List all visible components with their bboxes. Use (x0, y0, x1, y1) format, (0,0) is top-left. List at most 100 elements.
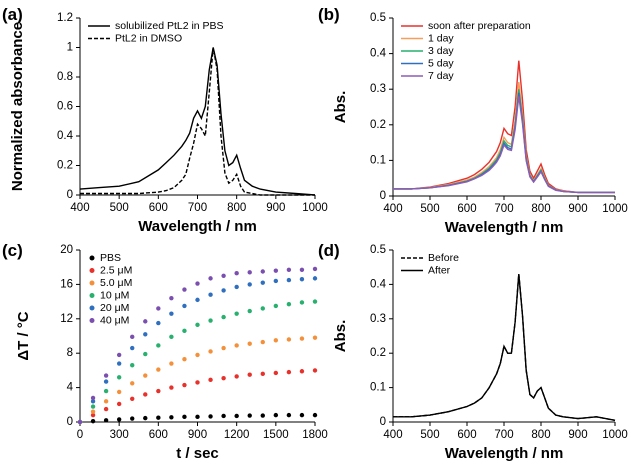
data-point (234, 271, 239, 276)
data-point (273, 278, 279, 284)
y-tick-label: 0.6 (57, 101, 73, 113)
data-point (286, 301, 292, 307)
panel-label: (c) (2, 241, 23, 260)
data-point (143, 373, 148, 378)
x-tick-label: 1000 (602, 203, 628, 215)
data-point (103, 418, 109, 423)
x-tick-label: 800 (227, 202, 246, 214)
data-point (130, 396, 135, 401)
legend-label: 20 μM (100, 302, 129, 314)
y-tick-label: 1.2 (57, 12, 73, 24)
x-tick-label: 500 (420, 429, 439, 441)
series-line (393, 96, 615, 194)
legend-label: 5 day (428, 57, 454, 69)
x-tick-label: 600 (149, 429, 168, 441)
legend-marker (89, 268, 95, 273)
data-point (221, 413, 226, 419)
data-point (286, 267, 292, 272)
legend-marker (89, 305, 95, 311)
panel: (a) 0 0.2 0.4 0.6 0.8 1 1.2 400 500 600 700 800 900 10… (2, 5, 328, 235)
x-tick-label: 800 (531, 429, 550, 441)
data-point (273, 370, 279, 376)
data-point (182, 357, 187, 362)
legend-label: Before (428, 252, 459, 264)
data-point (208, 276, 213, 281)
data-point (143, 351, 148, 357)
data-point (182, 414, 187, 420)
legend-label: 1 day (428, 32, 454, 44)
x-tick-label: 600 (457, 429, 476, 441)
y-tick-label: 0 (67, 416, 73, 428)
y-tick-label: 4 (67, 382, 74, 394)
y-tick-label: 0.1 (370, 154, 386, 166)
x-tick-label: 700 (494, 429, 513, 441)
data-point (260, 280, 265, 285)
data-point (103, 406, 109, 412)
panel: (c) 0 4 8 12 16 20 0 300 600 900 1200 1500 1800 t / se… (2, 241, 328, 462)
x-tick-label: 700 (494, 203, 513, 215)
data-point (195, 414, 200, 420)
data-point (130, 363, 135, 368)
data-point (169, 385, 174, 390)
data-point (169, 295, 174, 301)
x-tick-label: 1000 (602, 429, 628, 441)
x-tick-label: 1200 (224, 429, 250, 441)
data-point (260, 413, 265, 418)
data-point (103, 399, 109, 404)
series-line (393, 92, 615, 194)
x-tick-label: 1500 (263, 429, 289, 441)
y-tick-label: 0.8 (57, 71, 73, 83)
x-tick-label: 0 (77, 429, 83, 441)
data-point (116, 401, 122, 407)
data-point (90, 418, 96, 424)
y-tick-label: 20 (60, 244, 73, 256)
legend-label: PBS (100, 252, 121, 264)
data-point (195, 352, 200, 358)
data-point (77, 419, 83, 425)
legend-label: 3 day (428, 45, 454, 57)
data-point (221, 375, 226, 381)
data-point (130, 381, 135, 386)
x-tick-label: 700 (188, 202, 207, 214)
data-point (143, 415, 148, 421)
data-point (208, 318, 213, 323)
data-point (143, 332, 148, 337)
data-point (234, 413, 239, 419)
panel: (d) 0 0.1 0.2 0.3 0.4 0.5 400 500 600 700 800 900 100… (318, 241, 628, 462)
y-tick-label: 0 (380, 416, 386, 428)
data-point (312, 276, 318, 281)
series-line (393, 82, 615, 194)
data-point (156, 367, 161, 372)
x-tick-label: 500 (420, 203, 439, 215)
x-axis-title: Wavelength / nm (445, 219, 564, 236)
x-axis-title: Wavelength / nm (138, 218, 257, 235)
y-axis-title: Normalized absorbance (9, 22, 26, 191)
data-point (195, 281, 200, 286)
data-point (260, 269, 265, 274)
legend-label: solubilized PtL2 in PBS (115, 20, 224, 32)
data-point (130, 416, 135, 421)
data-point (312, 335, 318, 340)
data-point (234, 311, 239, 316)
series-line (80, 47, 315, 196)
data-point (221, 288, 226, 293)
series-line (79, 47, 316, 196)
data-point (312, 299, 318, 304)
series-line (393, 274, 616, 421)
data-point (299, 412, 305, 418)
legend-label: 40 μM (100, 314, 129, 326)
data-point (299, 369, 305, 374)
panel-label: (b) (318, 5, 340, 24)
data-point (286, 277, 292, 283)
data-point (234, 343, 239, 348)
legend-label: 2.5 μM (100, 264, 132, 276)
data-point (116, 417, 122, 422)
data-point (260, 339, 265, 345)
data-point (247, 308, 252, 314)
y-tick-label: 1 (67, 42, 73, 54)
y-axis-title: ΔT / °C (15, 311, 32, 360)
data-point (103, 379, 109, 384)
x-tick-label: 900 (568, 429, 587, 441)
data-point (90, 395, 96, 401)
